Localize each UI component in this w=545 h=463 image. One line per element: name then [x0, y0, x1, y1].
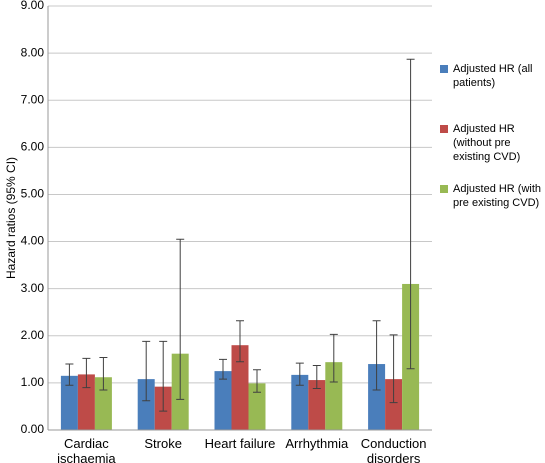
error-bar [372, 320, 381, 391]
y-tick-label: 3.00 [21, 281, 45, 295]
x-tick-label: Conduction disorders [360, 436, 427, 463]
legend-item: Adjusted HR (without pre existing CVD) [440, 122, 545, 164]
legend-swatch [440, 65, 448, 73]
legend-swatch [440, 185, 448, 193]
legend-label: Adjusted HR (without pre existing CVD) [453, 123, 521, 163]
x-tick-label: Heart failure [204, 436, 276, 451]
bar [137, 379, 155, 430]
legend-label: Adjusted HR (with pre existing CVD) [453, 183, 542, 209]
error-bar [253, 369, 261, 393]
legend-item: Adjusted HR (all patients) [440, 62, 545, 90]
bar [60, 375, 78, 430]
y-tick-label: 8.00 [21, 45, 45, 59]
error-bar [236, 320, 244, 363]
bar [248, 383, 266, 430]
legend-label: Adjusted HR (all patients) [453, 63, 533, 89]
error-bar [389, 334, 398, 404]
error-bar [329, 333, 338, 383]
bar [368, 364, 386, 430]
y-tick-label: 1.00 [21, 375, 45, 389]
y-tick-label: 4.00 [21, 234, 45, 248]
y-tick-label: 5.00 [21, 187, 45, 201]
x-tick-label: Cardiac ischaemia [57, 436, 116, 463]
bar [325, 362, 343, 430]
error-bar [176, 238, 185, 400]
bar [291, 374, 309, 430]
y-tick-label: 0.00 [21, 422, 45, 436]
legend-swatch [440, 125, 448, 133]
x-tick-label: Stroke [144, 436, 182, 451]
error-bar [219, 358, 227, 380]
bar [94, 377, 112, 430]
error-bar [82, 357, 91, 389]
bar [77, 374, 95, 430]
legend-item: Adjusted HR (with pre existing CVD) [440, 182, 545, 210]
y-tick-label: 7.00 [21, 92, 45, 106]
bar [231, 345, 249, 430]
bar [385, 379, 403, 430]
error-bar [159, 340, 168, 412]
error-bar [295, 362, 304, 386]
error-bar [406, 58, 415, 370]
y-tick-label: 9.00 [21, 0, 45, 12]
x-tick-label: Arrhythmia [285, 436, 349, 451]
error-bar [142, 340, 151, 402]
error-bar [65, 363, 74, 386]
y-tick-label: 6.00 [21, 140, 45, 154]
y-axis-label: Hazard ratios (95% CI) [4, 157, 18, 279]
error-bar [99, 356, 108, 391]
bar [308, 380, 326, 430]
bar [214, 371, 232, 430]
y-tick-label: 2.00 [21, 328, 45, 342]
error-bar [312, 364, 321, 390]
